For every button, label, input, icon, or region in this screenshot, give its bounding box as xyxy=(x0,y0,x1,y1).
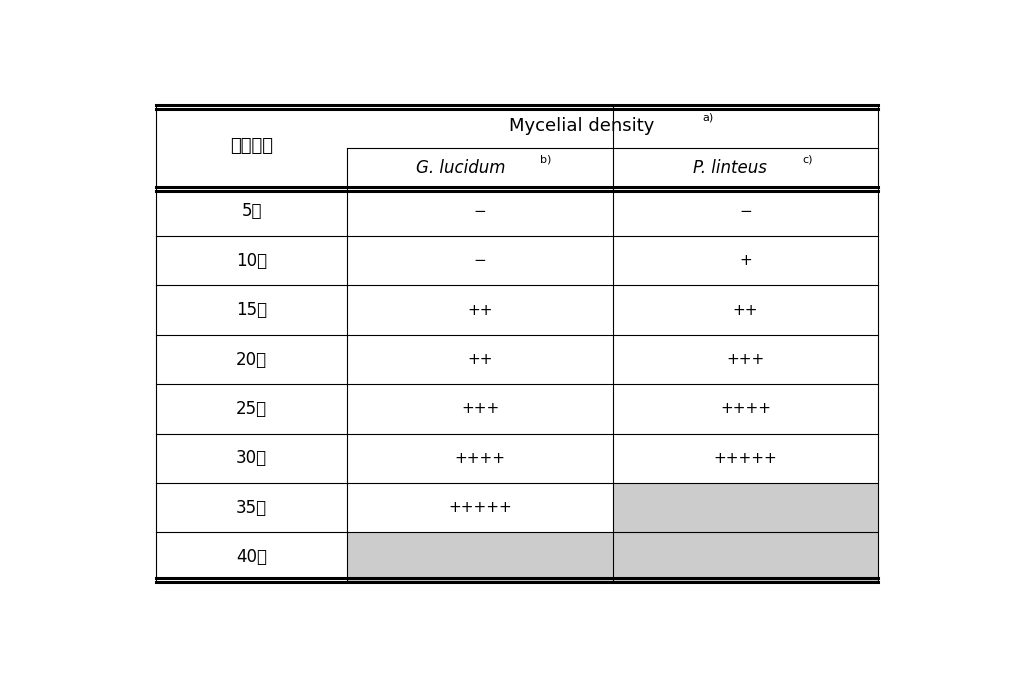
Text: G. lucidum: G. lucidum xyxy=(416,159,506,176)
FancyBboxPatch shape xyxy=(612,483,879,533)
Text: +++: +++ xyxy=(726,352,765,367)
Text: +: + xyxy=(740,254,752,268)
Text: +++++: +++++ xyxy=(713,451,778,466)
Text: ++: ++ xyxy=(467,303,492,318)
Text: 5일: 5일 xyxy=(241,202,261,220)
Text: b): b) xyxy=(540,154,552,164)
FancyBboxPatch shape xyxy=(347,533,612,582)
Text: P. linteus: P. linteus xyxy=(693,159,767,176)
Text: 20일: 20일 xyxy=(236,351,267,368)
Text: ++: ++ xyxy=(467,352,492,367)
Text: 10일: 10일 xyxy=(236,251,267,270)
Text: −: − xyxy=(473,254,486,268)
Text: Mycelial density: Mycelial density xyxy=(509,118,654,135)
Text: 25일: 25일 xyxy=(236,400,267,418)
Text: ++++: ++++ xyxy=(720,402,771,416)
Text: 35일: 35일 xyxy=(236,499,267,516)
Text: 15일: 15일 xyxy=(236,301,267,319)
Text: −: − xyxy=(740,204,752,219)
FancyBboxPatch shape xyxy=(612,533,879,582)
Text: 40일: 40일 xyxy=(236,548,267,566)
Text: a): a) xyxy=(703,112,714,122)
Text: 발효일수: 발효일수 xyxy=(230,137,273,155)
Text: ++++: ++++ xyxy=(455,451,506,466)
Text: +++: +++ xyxy=(461,402,499,416)
Text: +++++: +++++ xyxy=(448,500,512,515)
Text: c): c) xyxy=(802,154,812,164)
Text: 30일: 30일 xyxy=(236,450,267,467)
Text: ++: ++ xyxy=(733,303,759,318)
Text: −: − xyxy=(473,204,486,219)
